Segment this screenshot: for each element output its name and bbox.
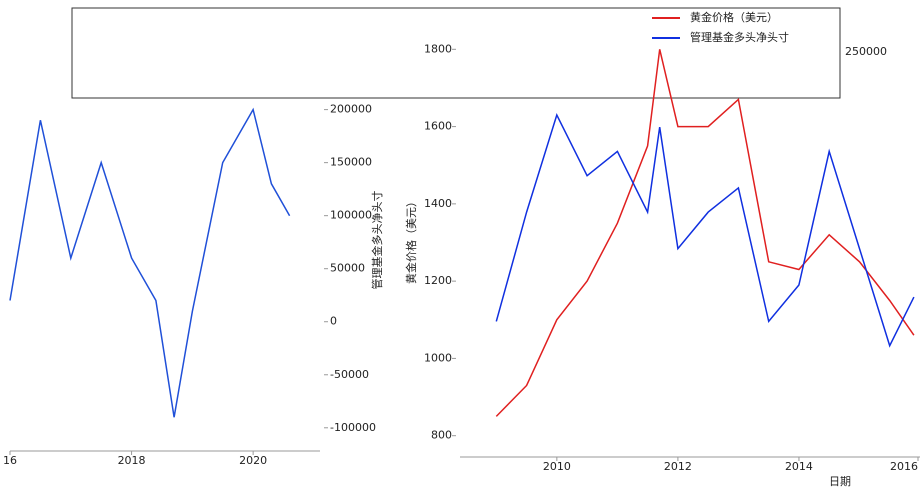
x-tick-label: 16 (3, 454, 17, 467)
y-tick-label: 0 (330, 315, 337, 328)
y-tick-label: -50000 (330, 368, 369, 381)
x-tick-label: 2012 (664, 460, 692, 473)
legend-label: 黄金价格（美元） (690, 10, 778, 24)
y-tick-label: -100000 (330, 421, 376, 434)
series-line (495, 49, 915, 417)
y2-tick-label: 250000 (845, 45, 887, 58)
x-tick-label: 2020 (239, 454, 267, 467)
series-line (9, 107, 291, 418)
frame (71, 7, 841, 99)
x-tick-label: 2016 (890, 460, 918, 473)
series-line (495, 112, 915, 348)
y-axis-label: 管理基金多头净头寸 (370, 191, 384, 290)
x-tick-label: 2018 (118, 454, 146, 467)
y-tick-label: 50000 (330, 262, 365, 275)
y-tick-label: 1200 (424, 274, 452, 287)
y-tick-label: 1000 (424, 351, 452, 364)
legend-label: 管理基金多头净头寸 (690, 30, 789, 44)
y-tick-label: 100000 (330, 209, 372, 222)
x-tick-label: 2010 (543, 460, 571, 473)
x-axis-label: 日期 (829, 475, 851, 488)
y-tick-label: 200000 (330, 103, 372, 116)
y-tick-label: 1800 (424, 42, 452, 55)
y-tick-label: 1600 (424, 120, 452, 133)
y-axis-label: 黄金价格（美元） (404, 196, 418, 284)
y-tick-label: 1400 (424, 197, 452, 210)
x-tick-label: 2014 (785, 460, 813, 473)
y-tick-label: 150000 (330, 156, 372, 169)
y-tick-label: 800 (431, 429, 452, 442)
